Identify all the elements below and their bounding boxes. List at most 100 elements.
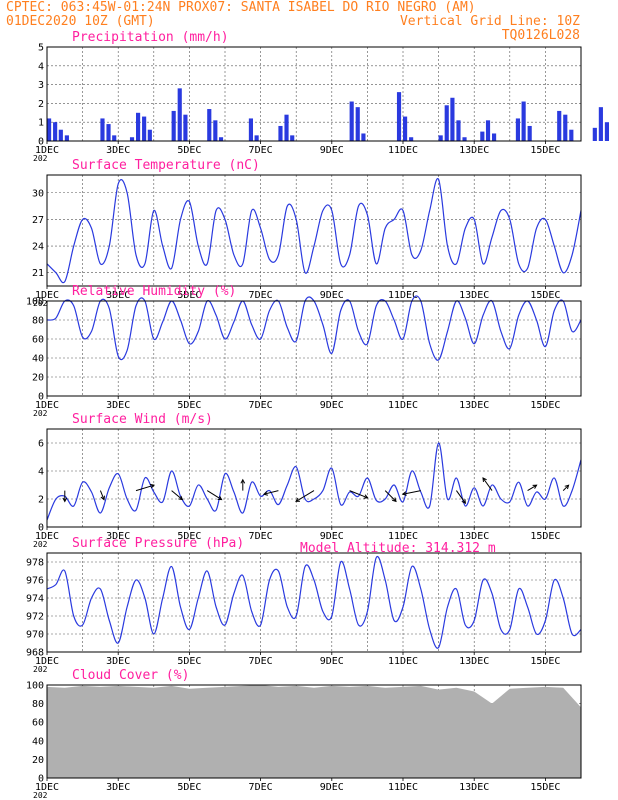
wind-arrow	[99, 490, 105, 500]
y-tick-label: 0	[38, 137, 44, 148]
x-tick-label: 3DEC	[106, 656, 130, 667]
y-tick-label: 30	[32, 188, 44, 199]
panel-title: Relative Humidity (%)	[72, 284, 236, 299]
panel-wind: 0 2 4 6 1DEC 3DEC 5DEC 7DEC 9DEC 11DEC 13DEC 15DEC 2…	[33, 412, 582, 549]
x-tick-label: 9DEC	[320, 290, 344, 301]
wind-arrow	[402, 490, 421, 495]
x-tick-label: 3DEC	[106, 290, 130, 301]
wind-arrow-head	[100, 495, 105, 501]
header-location: CPTEC: 063:45W-01:24N PROX07: SANTA ISAB…	[6, 0, 476, 15]
precip-bar	[207, 109, 212, 141]
precip-bar	[349, 101, 354, 141]
panel-cloud: 0 20 40 60 80 100 1DEC 3DEC 5DEC 7DEC 9DEC 11DEC 13D…	[26, 668, 582, 800]
x-tick-label: 13DEC	[459, 656, 489, 667]
year-fragment: 202	[33, 540, 48, 549]
year-fragment: 202	[33, 299, 48, 308]
wind-arrow-head	[392, 497, 397, 503]
precip-bar	[563, 114, 568, 141]
wind-arrow-head	[482, 477, 487, 483]
model-altitude: Model Altitude: 314.312 m	[300, 541, 496, 556]
year-fragment: 202	[33, 791, 48, 800]
y-tick-label: 27	[32, 215, 44, 226]
x-tick-label: 1DEC	[35, 656, 59, 667]
panel-title: Surface Wind (m/s)	[72, 412, 213, 427]
x-tick-label: 7DEC	[249, 656, 273, 667]
panel-title: Surface Temperature (nC)	[72, 158, 260, 173]
x-tick-label: 15DEC	[530, 400, 560, 411]
x-tick-label: 5DEC	[177, 290, 201, 301]
precip-bar	[462, 137, 467, 141]
x-tick-label: 11DEC	[388, 656, 418, 667]
wind-arrow-head	[532, 484, 538, 489]
x-tick-label: 11DEC	[388, 145, 418, 156]
x-tick-label: 7DEC	[249, 782, 273, 793]
panel-title: Cloud Cover (%)	[72, 668, 189, 683]
wind-arrow-head	[461, 499, 467, 505]
y-tick-label: 976	[26, 576, 44, 587]
y-tick-label: 978	[26, 558, 44, 569]
precip-bar	[58, 129, 63, 141]
wind-arrow	[135, 484, 155, 492]
precip-bar	[355, 107, 360, 141]
rh-line	[46, 295, 582, 361]
precip-bar	[112, 135, 117, 141]
y-tick-label: 40	[32, 736, 44, 747]
y-tick-label: 80	[32, 699, 44, 710]
y-tick-label: 100	[26, 297, 44, 308]
x-tick-label: 5DEC	[177, 782, 201, 793]
x-tick-label: 13DEC	[459, 400, 489, 411]
x-tick-label: 7DEC	[249, 400, 273, 411]
wind-arrow	[263, 490, 279, 495]
y-tick-label: 40	[32, 354, 44, 365]
precip-bar	[456, 120, 461, 141]
x-tick-label: 15DEC	[530, 145, 560, 156]
wind-arrow-head	[149, 483, 155, 489]
wind-arrow-head	[240, 478, 246, 484]
y-tick-label: 2	[38, 495, 44, 506]
precip-bar	[53, 122, 58, 141]
y-tick-label: 4	[38, 467, 44, 478]
x-tick-label: 13DEC	[459, 782, 489, 793]
precip-bar	[480, 131, 485, 141]
precip-bar	[604, 122, 610, 141]
precip-bar	[106, 124, 111, 141]
wind-arrow	[206, 490, 222, 501]
precip-bar	[284, 114, 289, 141]
x-tick-label: 13DEC	[459, 145, 489, 156]
panel-frame	[46, 428, 582, 528]
y-tick-label: 972	[26, 612, 44, 623]
precip-bar	[64, 135, 69, 141]
x-tick-label: 5DEC	[177, 656, 201, 667]
y-tick-label: 21	[32, 268, 44, 279]
temp-line	[46, 177, 582, 284]
precip-bar	[100, 118, 105, 141]
x-tick-label: 11DEC	[388, 400, 418, 411]
y-tick-label: 2	[38, 99, 44, 110]
year-fragment: 202	[33, 665, 48, 674]
precip-bar	[47, 118, 52, 141]
precip-bar	[396, 92, 402, 141]
header-grid-line: Vertical Grid Line: 10Z	[400, 14, 580, 29]
x-tick-label: 9DEC	[320, 782, 344, 793]
x-tick-label: 9DEC	[320, 145, 344, 156]
x-tick-label: 9DEC	[320, 400, 344, 411]
x-tick-label: 1DEC	[35, 782, 59, 793]
panel-frame	[46, 46, 582, 142]
x-tick-label: 5DEC	[177, 531, 201, 542]
header-date: 01DEC2020 10Z (GMT)	[6, 14, 155, 29]
wind-arrow-head	[295, 497, 301, 502]
wind-arrow-head	[62, 497, 68, 503]
precip-bar	[183, 114, 188, 141]
precip-bar	[361, 133, 366, 141]
precip-bar	[147, 129, 152, 141]
y-tick-label: 6	[38, 439, 44, 450]
x-tick-label: 5DEC	[177, 145, 201, 156]
wind-arrow-head	[401, 491, 407, 496]
precip-bar	[598, 107, 603, 141]
precip-bar	[485, 120, 491, 141]
wind-arrow-head	[178, 495, 184, 501]
panel-temp: 21 24 27 30 1DEC 3DEC 5DEC 7DEC 9DEC 11DEC 13DEC 15…	[32, 158, 582, 308]
precip-bar	[136, 112, 141, 141]
x-tick-label: 3DEC	[106, 782, 130, 793]
